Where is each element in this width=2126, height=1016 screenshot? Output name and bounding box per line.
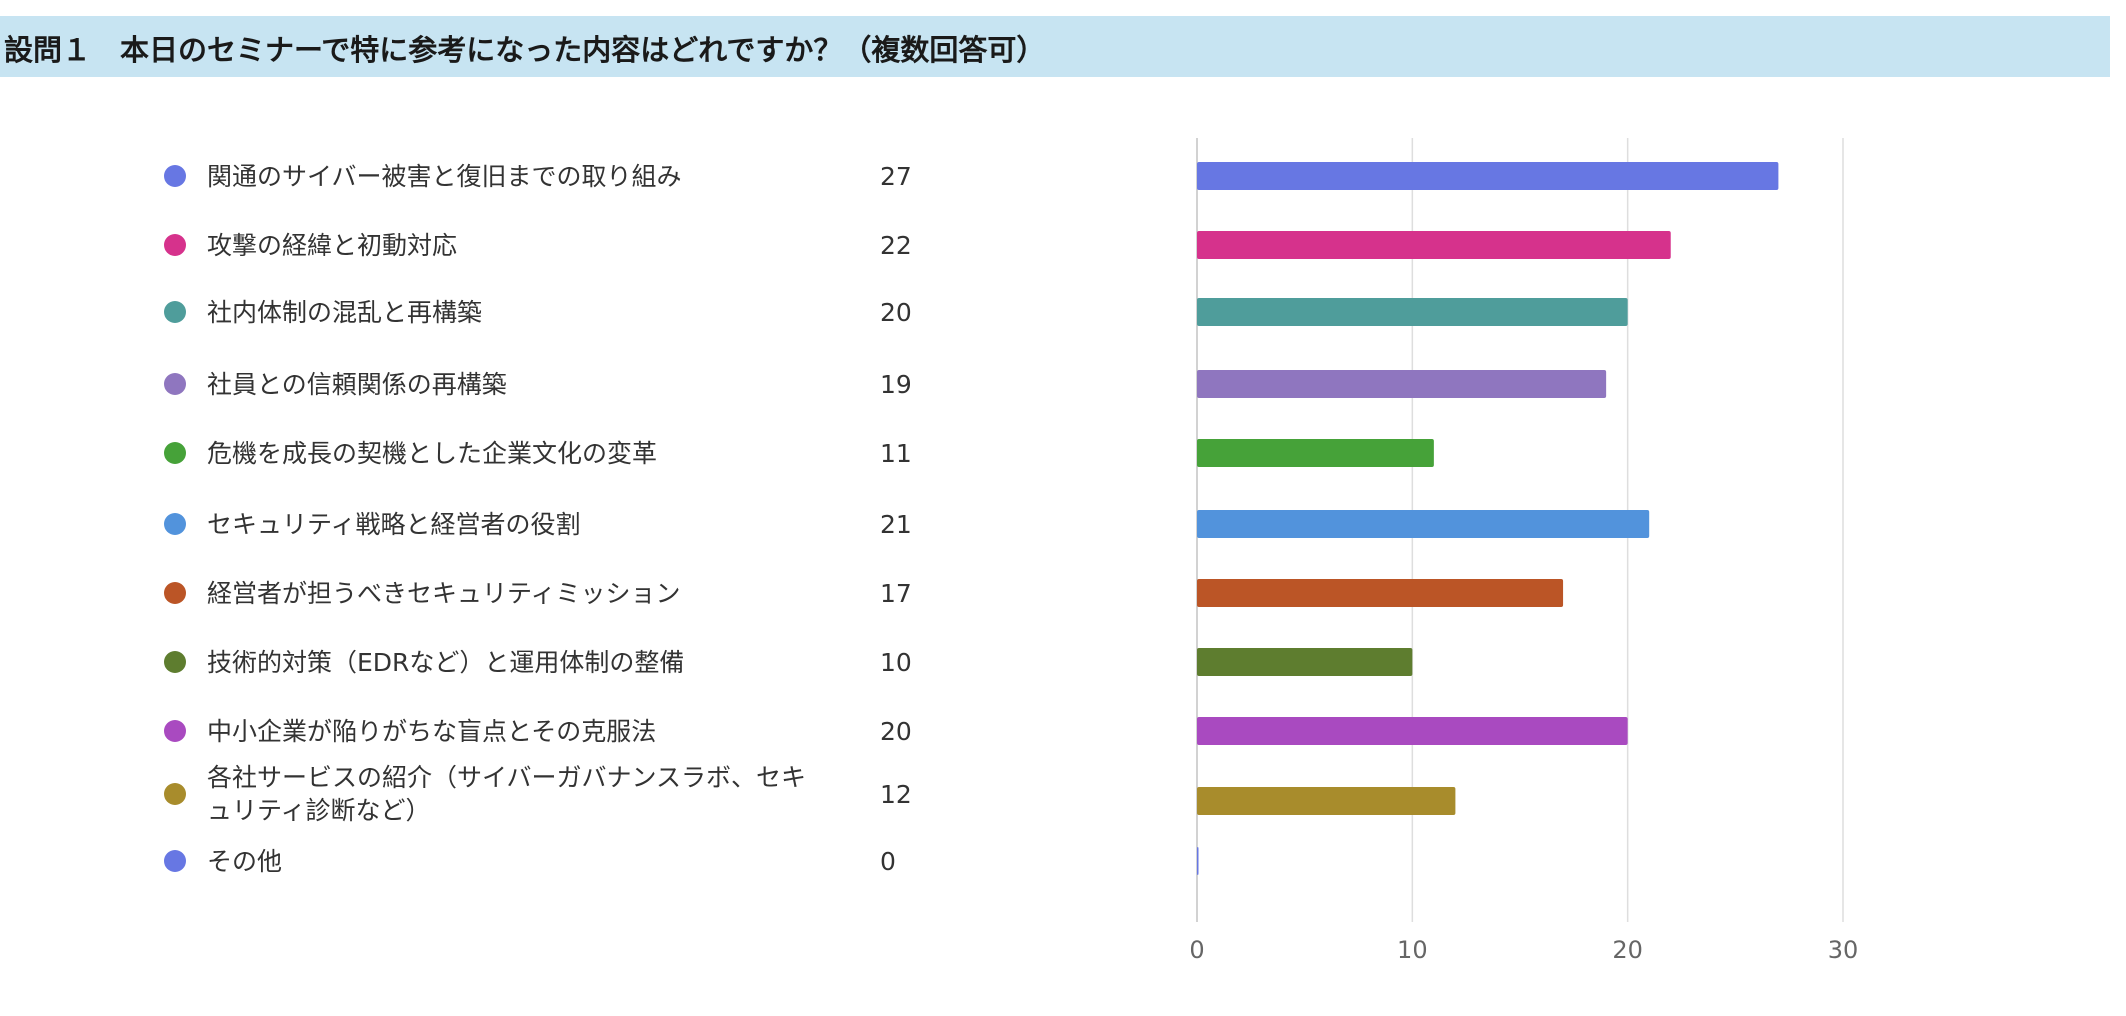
legend-item: 危機を成長の契機とした企業文化の変革 11 xyxy=(0,423,960,483)
legend-color-dot xyxy=(164,783,186,805)
legend-color-dot xyxy=(164,651,186,673)
legend-color-dot xyxy=(164,720,186,742)
category-label: その他 xyxy=(207,846,283,876)
legend-item: 各社サービスの紹介（サイバーガバナンスラボ、セキュリティ診断など） 12 xyxy=(0,763,960,825)
category-count: 27 xyxy=(880,161,912,191)
category-count: 0 xyxy=(880,846,896,876)
category-label: 中小企業が陥りがちな盲点とその克服法 xyxy=(207,716,657,746)
legend-color-dot xyxy=(164,513,186,535)
legend-color-dot xyxy=(164,442,186,464)
legend-item: セキュリティ戦略と経営者の役割 21 xyxy=(0,494,960,554)
legend-item: 技術的対策（EDRなど）と運用体制の整備 10 xyxy=(0,632,960,692)
legend-item: 社員との信頼関係の再構築 19 xyxy=(0,354,960,414)
legend-item: 攻撃の経緯と初動対応 22 xyxy=(0,215,960,275)
category-count: 12 xyxy=(880,779,912,809)
chart-legend: 関通のサイバー被害と復旧までの取り組み 27 攻撃の経緯と初動対応 22 社内体制の混乱… xyxy=(0,0,960,1016)
x-tick-label: 20 xyxy=(1612,936,1643,964)
bar xyxy=(1197,162,1779,190)
category-label: 経営者が担うべきセキュリティミッション xyxy=(207,578,681,608)
category-label: 社員との信頼関係の再構築 xyxy=(207,369,507,399)
bar xyxy=(1197,370,1607,398)
bar xyxy=(1197,231,1671,259)
category-count: 10 xyxy=(880,647,912,677)
legend-item: 経営者が担うべきセキュリティミッション 17 xyxy=(0,563,960,623)
x-tick-label: 30 xyxy=(1828,936,1859,964)
category-count: 19 xyxy=(880,369,912,399)
category-count: 20 xyxy=(880,716,912,746)
category-label: 危機を成長の契機とした企業文化の変革 xyxy=(207,438,658,468)
legend-color-dot xyxy=(164,234,186,256)
category-count: 22 xyxy=(880,230,912,260)
bar xyxy=(1197,439,1434,467)
question-header: 設問１ 本日のセミナーで特に参考になった内容はどれですか？（複数回答可） xyxy=(0,16,2110,77)
category-label: 各社サービスの紹介（サイバーガバナンスラボ、セキュリティ診断など） xyxy=(207,763,807,825)
bar xyxy=(1197,579,1564,607)
legend-color-dot xyxy=(164,373,186,395)
category-count: 20 xyxy=(880,297,912,327)
category-label: 攻撃の経緯と初動対応 xyxy=(207,230,458,260)
x-tick-label: 0 xyxy=(1189,936,1204,964)
category-count: 21 xyxy=(880,509,912,539)
category-count: 11 xyxy=(880,438,912,468)
bar xyxy=(1197,298,1628,326)
category-count: 17 xyxy=(880,578,912,608)
legend-color-dot xyxy=(164,582,186,604)
legend-item: 関通のサイバー被害と復旧までの取り組み 27 xyxy=(0,146,960,206)
bar xyxy=(1197,847,1199,875)
legend-color-dot xyxy=(164,165,186,187)
bar xyxy=(1197,648,1413,676)
category-label: セキュリティ戦略と経営者の役割 xyxy=(207,509,581,539)
page-title: 設問１ 本日のセミナーで特に参考になった内容はどれですか？（複数回答可） xyxy=(4,33,1046,67)
legend-item: その他 0 xyxy=(0,831,960,891)
bar xyxy=(1197,787,1456,815)
category-label: 社内体制の混乱と再構築 xyxy=(207,297,483,327)
legend-item: 社内体制の混乱と再構築 20 xyxy=(0,282,960,342)
legend-color-dot xyxy=(164,850,186,872)
category-label: 関通のサイバー被害と復旧までの取り組み xyxy=(207,161,682,191)
bar xyxy=(1197,717,1628,745)
legend-item: 中小企業が陥りがちな盲点とその克服法 20 xyxy=(0,701,960,761)
category-label: 技術的対策（EDRなど）と運用体制の整備 xyxy=(207,647,685,677)
x-tick-label: 10 xyxy=(1397,936,1428,964)
legend-color-dot xyxy=(164,301,186,323)
bar xyxy=(1197,510,1650,538)
